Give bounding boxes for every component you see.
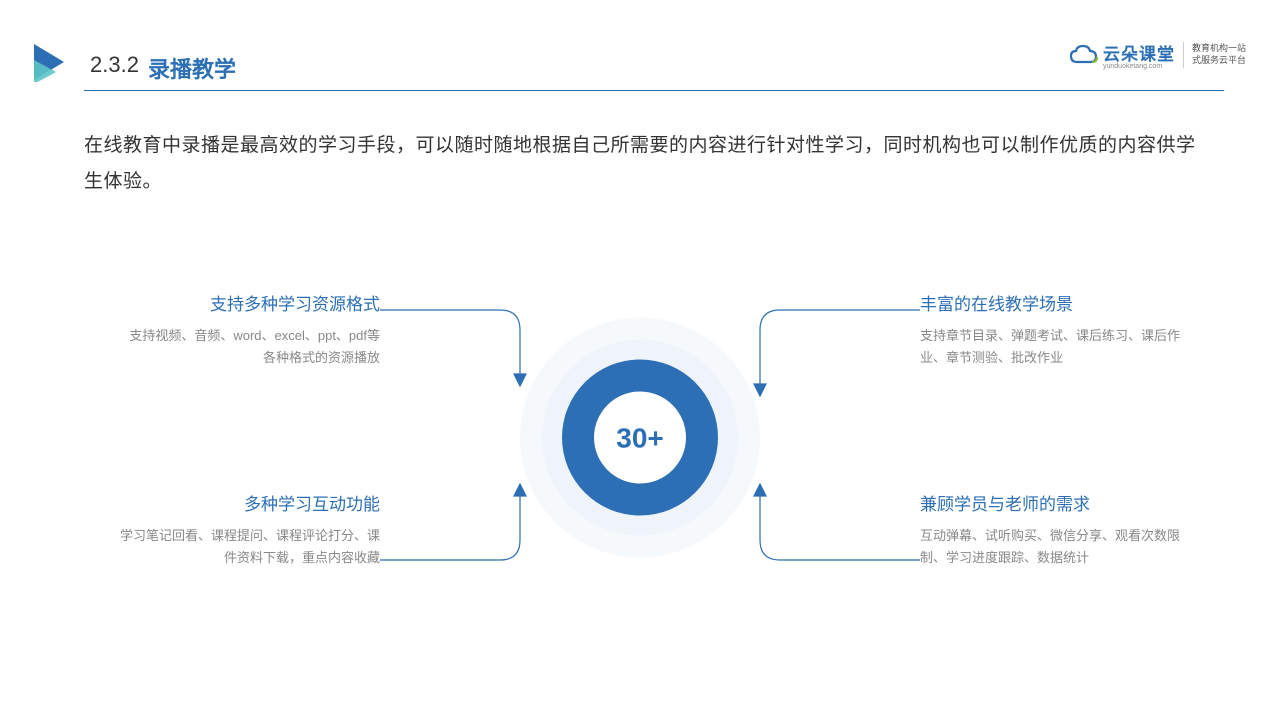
header: 2.3.2 录播教学 云朵课堂 yunduoketang.com 教育机构一站式… bbox=[0, 30, 1280, 100]
section-number: 2.3.2 bbox=[90, 52, 139, 78]
play-triangle-icon bbox=[30, 42, 70, 87]
feature-desc: 互动弹幕、试听购买、微信分享、观看次数限制、学习进度跟踪、数据统计 bbox=[920, 525, 1180, 569]
feature-bottom-right: 兼顾学员与老师的需求 互动弹幕、试听购买、微信分享、观看次数限制、学习进度跟踪、… bbox=[920, 490, 1180, 569]
logo-text: 云朵课堂 bbox=[1103, 40, 1175, 65]
feature-diagram: 30+ 支持多种学习资源格式 支持视频、音频、word、excel、ppt、pd… bbox=[0, 240, 1280, 640]
feature-title: 多种学习互动功能 bbox=[120, 490, 380, 515]
feature-bottom-left: 多种学习互动功能 学习笔记回看、课程提问、课程评论打分、课件资料下载，重点内容收… bbox=[120, 490, 380, 569]
intro-paragraph: 在线教育中录播是最高效的学习手段，可以随时随地根据自己所需要的内容进行针对性学习… bbox=[84, 128, 1204, 200]
logo-divider bbox=[1183, 42, 1184, 68]
feature-top-left: 支持多种学习资源格式 支持视频、音频、word、excel、ppt、pdf等各种… bbox=[120, 290, 380, 369]
feature-desc: 支持视频、音频、word、excel、ppt、pdf等各种格式的资源播放 bbox=[120, 325, 380, 369]
feature-title: 支持多种学习资源格式 bbox=[120, 290, 380, 315]
logo: 云朵课堂 yunduoketang.com 教育机构一站式服务云平台 bbox=[1069, 40, 1250, 70]
feature-top-right: 丰富的在线教学场景 支持章节目录、弹题考试、课后练习、课后作业、章节测验、批改作… bbox=[920, 290, 1180, 369]
center-value: 30+ bbox=[616, 423, 664, 454]
logo-tagline: 教育机构一站式服务云平台 bbox=[1192, 43, 1250, 66]
feature-desc: 支持章节目录、弹题考试、课后练习、课后作业、章节测验、批改作业 bbox=[920, 325, 1180, 369]
feature-title: 兼顾学员与老师的需求 bbox=[920, 490, 1180, 515]
section-title: 录播教学 bbox=[148, 52, 236, 84]
cloud-icon bbox=[1069, 44, 1099, 66]
center-circle: 30+ bbox=[510, 308, 770, 573]
header-underline bbox=[84, 90, 1224, 91]
feature-desc: 学习笔记回看、课程提问、课程评论打分、课件资料下载，重点内容收藏 bbox=[120, 525, 380, 569]
feature-title: 丰富的在线教学场景 bbox=[920, 290, 1180, 315]
